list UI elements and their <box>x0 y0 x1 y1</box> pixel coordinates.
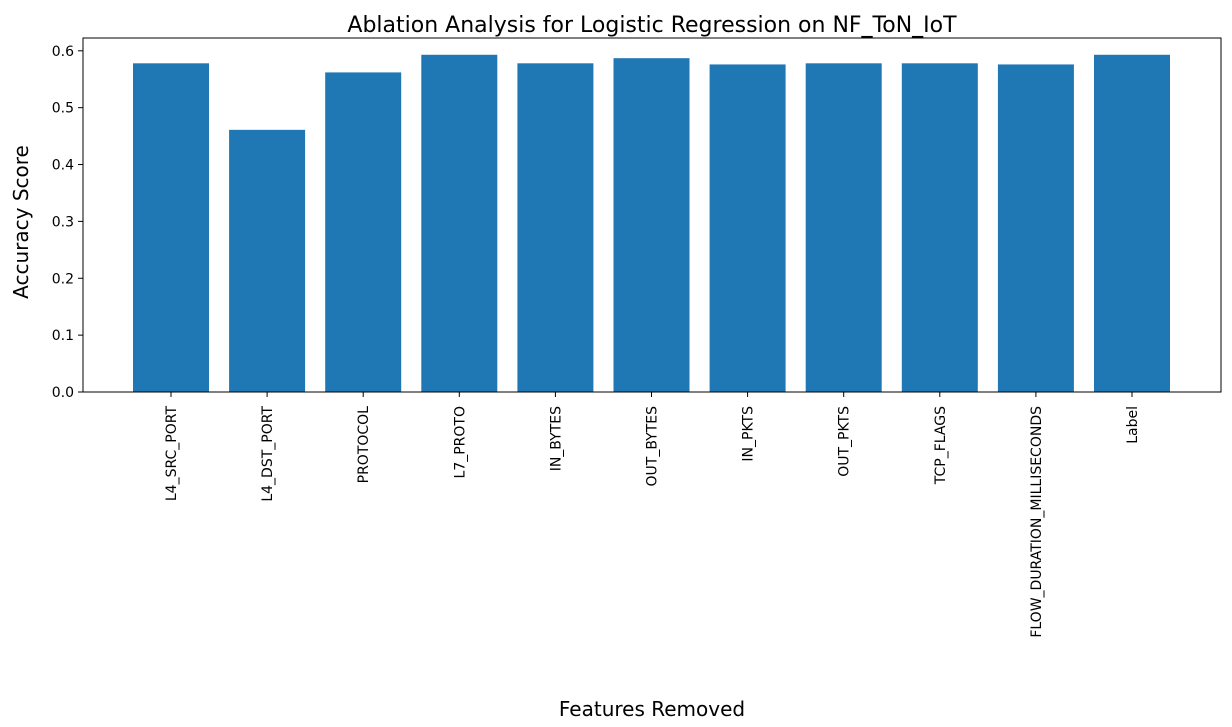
bar-protocol <box>325 72 402 393</box>
x-tick-label: IN_PKTS <box>741 406 757 462</box>
bar-out-pkts <box>805 63 882 393</box>
bar-flow-duration-milliseconds <box>997 64 1074 392</box>
y-tick-label: 0.1 <box>52 328 74 344</box>
x-tick-label: OUT_PKTS <box>837 406 853 477</box>
bars-layer <box>133 54 1170 393</box>
x-tick-label: IN_BYTES <box>548 406 564 471</box>
y-tick-label: 0.5 <box>52 101 74 117</box>
x-ticks: L4_SRC_PORT L4_DST_PORT PROTOCOL L7_PROTO IN… <box>164 392 1141 638</box>
chart-title: Ablation Analysis for Logistic Regressio… <box>347 13 957 38</box>
bar-l7-proto <box>421 54 498 392</box>
bar-l4-dst-port <box>229 129 306 392</box>
y-axis-label: Accuracy Score <box>9 145 33 299</box>
bar-in-pkts <box>709 64 786 392</box>
x-tick-label: FLOW_DURATION_MILLISECONDS <box>1029 406 1045 638</box>
x-tick-label: TCP_FLAGS <box>933 406 949 485</box>
bar-l4-src-port <box>133 63 209 393</box>
x-axis-label: Features Removed <box>559 697 745 721</box>
x-tick-label: L7_PROTO <box>452 406 468 478</box>
x-tick-label: L4_DST_PORT <box>260 406 276 502</box>
x-tick-label: OUT_BYTES <box>645 406 661 487</box>
x-tick-label: L4_SRC_PORT <box>164 406 180 502</box>
bar-tcp-flags <box>901 63 978 393</box>
y-ticks: 0.0 0.1 0.2 0.3 0.4 0.5 0.6 <box>52 44 83 401</box>
bar-label <box>1094 54 1170 392</box>
plot-frame <box>82 37 1222 393</box>
x-tick-label: Label <box>1125 406 1141 444</box>
bar-out-bytes <box>613 58 690 392</box>
y-tick-label: 0.4 <box>52 158 74 174</box>
x-tick-label: PROTOCOL <box>356 406 372 484</box>
bar-in-bytes <box>517 63 594 393</box>
y-tick-label: 0.3 <box>52 214 74 230</box>
y-tick-label: 0.2 <box>52 271 74 287</box>
y-tick-label: 0.0 <box>52 385 74 401</box>
y-tick-label: 0.6 <box>52 44 74 60</box>
